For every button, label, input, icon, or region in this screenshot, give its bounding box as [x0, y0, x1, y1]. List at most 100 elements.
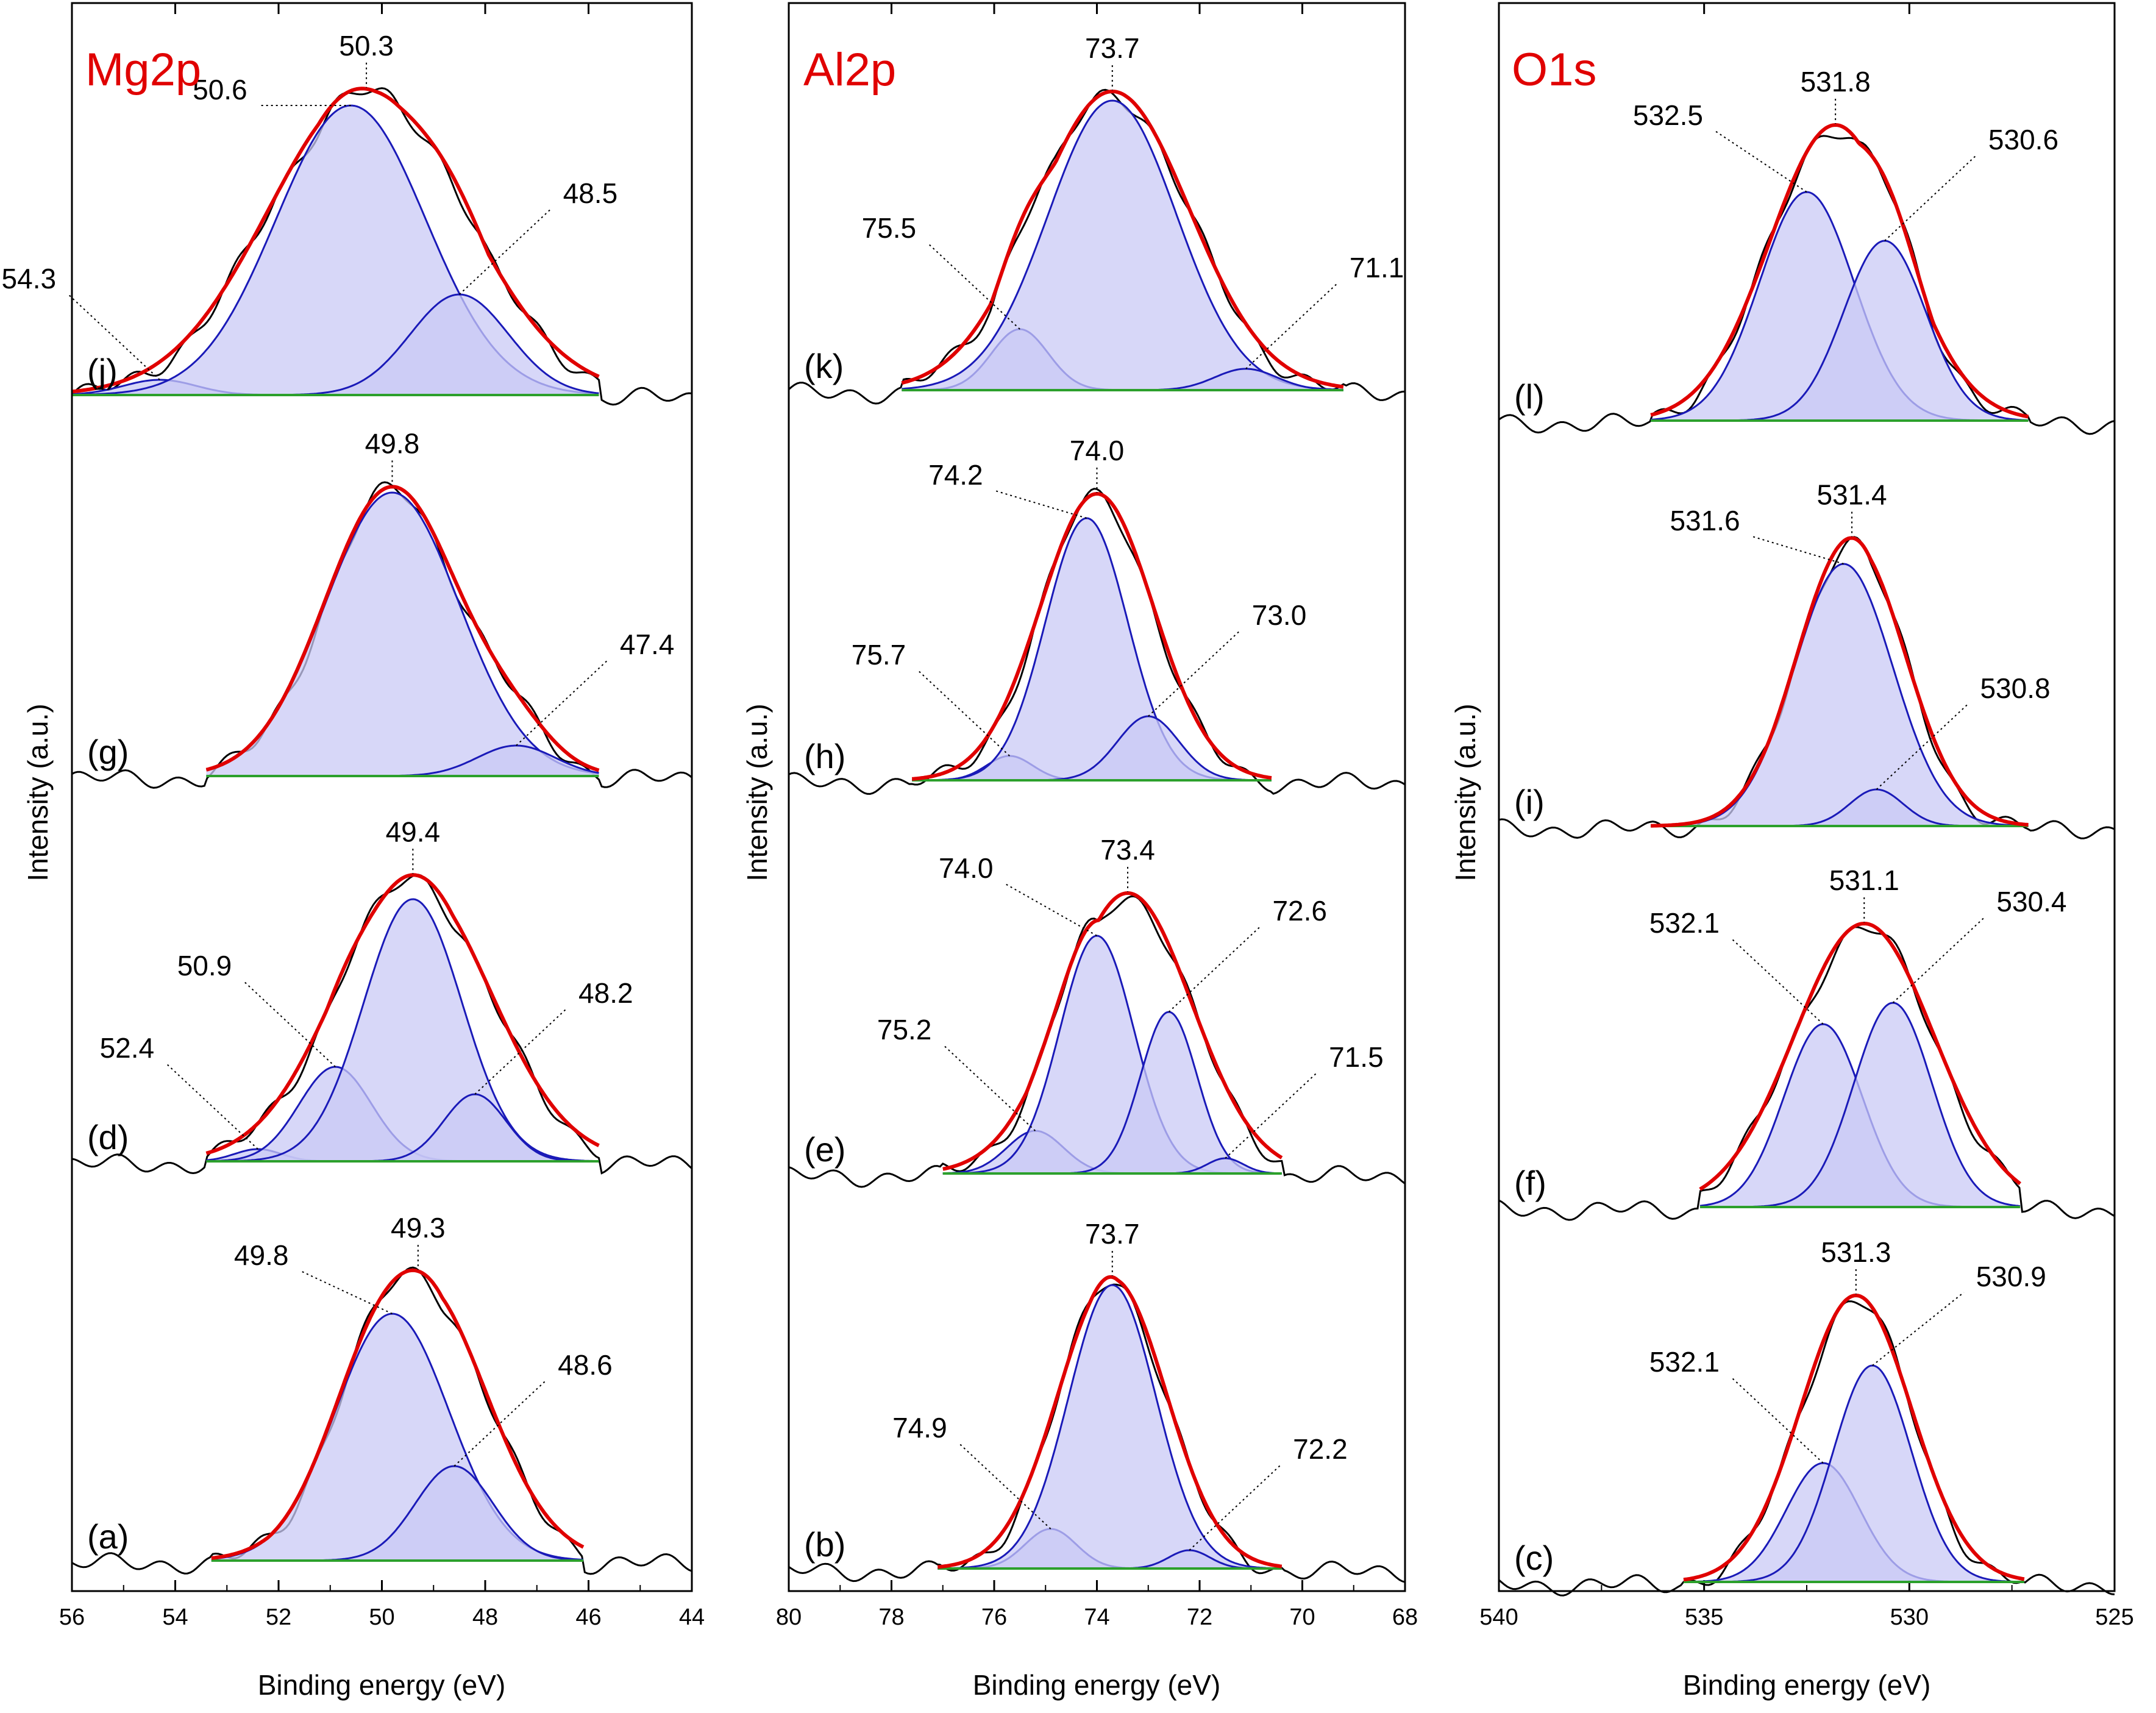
al2p-spectrum-label: (e): [804, 1130, 845, 1169]
al2p-plot-area: 80 78 76 74 72 70 68 (k) 73.7 75.5 71.1 (h) 74.0 74.2…: [776, 3, 1418, 1630]
al2p-spectrum-0: (k) 73.7 75.5 71.1: [788, 32, 1406, 405]
al2p-annotation-leader: [1189, 1464, 1281, 1551]
mg2p-spectrum-3: (a) 49.3 49.8 48.6: [71, 1212, 692, 1575]
o1s-frame: [1498, 2, 2116, 1592]
al2p-raw-data-line: [788, 488, 1406, 795]
o1s-y-axis-label: Intensity (a.u.): [1450, 703, 1481, 881]
mg2p-spectrum-label: (d): [87, 1118, 129, 1156]
o1s-peak-annotation: 530.6: [1988, 124, 2058, 155]
mg2p-x-tick-label: 56: [59, 1604, 85, 1630]
al2p-component-curve: [937, 1284, 1282, 1570]
o1s-component-fill: [1651, 192, 2029, 421]
al2p-envelope-curve: [937, 1275, 1283, 1569]
al2p-x-tick-label: 68: [1392, 1604, 1418, 1630]
o1s-envelope-curve: [1651, 536, 2029, 828]
o1s-spectrum-label: (c): [1514, 1539, 1554, 1577]
al2p-annotation-leader: [1225, 1072, 1317, 1159]
mg2p-component-fill: [206, 1094, 599, 1161]
mg2p-peak-annotation: 50.3: [339, 30, 394, 62]
mg2p-component-fill: [72, 294, 599, 395]
al2p-annotation-leader: [1005, 883, 1097, 936]
o1s-x-tick-label: 535: [1685, 1604, 1723, 1630]
mg2p-annotation-leader: [516, 660, 608, 746]
al2p-peak-annotation: 75.7: [852, 639, 906, 671]
al2p-raw-data-line: [788, 1283, 1406, 1583]
mg2p-annotation-leader: [454, 1380, 546, 1467]
o1s-envelope-curve: [1683, 1293, 2025, 1582]
mg2p-annotation-leader: [68, 294, 160, 380]
al2p-x-tick-label: 70: [1289, 1604, 1315, 1630]
mg2p-peak-annotation: 50.9: [177, 950, 232, 981]
al2p-component-fill: [912, 518, 1272, 780]
o1s-component-fill: [1651, 241, 2029, 421]
o1s-spectrum-0: (l) 531.8 532.5 530.6: [1498, 66, 2115, 435]
o1s-annotation-leader: [1884, 155, 1977, 241]
o1s-x-tick-label: 540: [1479, 1604, 1518, 1630]
mg2p-annotation-leader: [243, 981, 336, 1067]
al2p-annotation-leader: [995, 490, 1087, 519]
al2p-spectrum-label: (h): [804, 737, 845, 775]
o1s-annotation-leader: [1731, 938, 1824, 1025]
mg2p-peak-annotation: 49.4: [386, 816, 441, 847]
al2p-envelope-curve: [911, 491, 1272, 781]
o1s-x-axis-label: Binding energy (eV): [1683, 1669, 1931, 1701]
al2p-component-fill: [942, 936, 1282, 1173]
o1s-spectrum-3: (c) 531.3 532.1 530.9: [1498, 1236, 2115, 1597]
mg2p-peak-annotation: 52.4: [100, 1032, 155, 1064]
o1s-annotation-leader: [1872, 1292, 1965, 1366]
o1s-component-fill: [1684, 1366, 2024, 1582]
mg2p-envelope-curve: [211, 1268, 585, 1560]
mg2p-spectrum-2: (d) 49.4 50.9 52.4 48.2: [71, 816, 693, 1175]
mg2p-x-tick-label: 48: [472, 1604, 498, 1630]
o1s-annotation-leader: [1892, 917, 1985, 1003]
mg2p-spectrum-label: (a): [87, 1517, 129, 1556]
al2p-peak-annotation: 75.2: [877, 1014, 932, 1045]
panel-mg2p: 56 54 52 50 48 46 44 (j) 50.3 50.6 54.3 48.5 (g) 49.8…: [2, 2, 705, 1701]
o1s-peak-annotation: 532.1: [1649, 1346, 1720, 1378]
al2p-peak-annotation: 72.6: [1272, 895, 1327, 927]
mg2p-title: Mg2p: [85, 44, 201, 96]
al2p-envelope-curve: [901, 89, 1344, 389]
al2p-envelope-curve: [942, 891, 1283, 1171]
o1s-spectrum-label: (f): [1514, 1164, 1546, 1202]
al2p-spectrum-3: (b) 73.7 74.9 72.2: [788, 1218, 1406, 1583]
al2p-peak-annotation: 74.2: [928, 459, 983, 491]
mg2p-component-fill: [211, 1466, 583, 1561]
mg2p-component-fill: [206, 746, 599, 776]
mg2p-raw-data-line: [71, 481, 692, 789]
mg2p-peak-annotation: 49.8: [234, 1239, 289, 1271]
o1s-peak-annotation: 531.3: [1821, 1236, 1891, 1268]
o1s-plot-area: 540 535 530 525 (l) 531.8 532.5 530.6 (i) 531.4 53…: [1479, 3, 2134, 1630]
o1s-peak-annotation: 530.4: [1996, 886, 2066, 917]
mg2p-peak-annotation: 47.4: [620, 629, 675, 660]
o1s-peak-annotation: 531.1: [1829, 864, 1899, 896]
mg2p-x-axis-label: Binding energy (eV): [258, 1669, 506, 1701]
al2p-component-fill: [902, 369, 1343, 390]
mg2p-peak-annotation: 48.6: [558, 1349, 613, 1381]
mg2p-peak-annotation: 48.2: [578, 977, 633, 1009]
mg2p-spectrum-label: (g): [87, 733, 129, 771]
al2p-annotation-leader: [1245, 283, 1338, 369]
mg2p-annotation-leader: [301, 1270, 393, 1314]
mg2p-raw-data-line: [71, 874, 693, 1175]
al2p-x-tick-label: 74: [1084, 1604, 1109, 1630]
o1s-component-fill: [1651, 564, 2029, 826]
mg2p-annotation-leader: [474, 1008, 567, 1095]
o1s-spectrum-1: (i) 531.4 531.6 530.8: [1498, 479, 2115, 839]
al2p-frame: [788, 2, 1406, 1592]
mg2p-peak-annotation: 50.6: [193, 74, 247, 105]
al2p-peak-annotation: 73.4: [1100, 834, 1155, 866]
mg2p-x-tick-label: 44: [679, 1604, 705, 1630]
mg2p-spectrum-1: (g) 49.8 47.4: [71, 427, 692, 789]
al2p-component-fill: [937, 1285, 1282, 1569]
mg2p-plot-area: 56 54 52 50 48 46 44 (j) 50.3 50.6 54.3 48.5 (g) 49.8…: [2, 3, 705, 1630]
mg2p-peak-annotation: 48.5: [563, 177, 618, 209]
mg2p-component-curve: [206, 898, 599, 1163]
al2p-spectrum-2: (e) 73.4 74.0 75.2 72.6 71.5: [788, 834, 1406, 1188]
o1s-peak-annotation: 531.6: [1670, 505, 1740, 536]
al2p-annotation-leader: [1168, 926, 1261, 1013]
panel-o1s: 540 535 530 525 (l) 531.8 532.5 530.6 (i) 531.4 53…: [1450, 2, 2134, 1701]
o1s-envelope-curve: [1699, 921, 2021, 1191]
o1s-annotation-leader: [1715, 130, 1807, 193]
mg2p-peak-annotation: 49.8: [365, 427, 420, 459]
